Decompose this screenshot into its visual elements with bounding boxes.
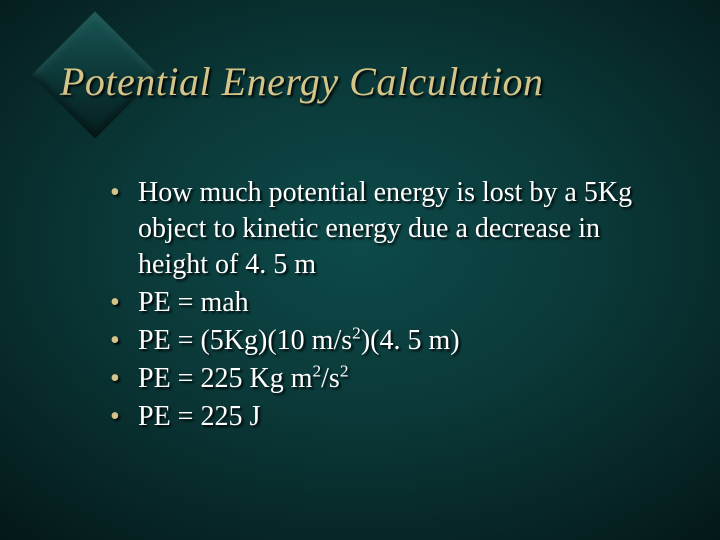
bullet-item: • PE = 225 Kg m2/s2 xyxy=(110,361,670,397)
bullet-marker: • xyxy=(110,285,138,321)
bullet-marker: • xyxy=(110,323,138,359)
bullet-marker: • xyxy=(110,175,138,211)
bullet-marker: • xyxy=(110,399,138,435)
bullet-text: PE = 225 Kg m2/s2 xyxy=(138,361,349,397)
bullet-item: • PE = mah xyxy=(110,285,670,321)
bullet-text: PE = mah xyxy=(138,285,249,321)
bullet-text: PE = (5Kg)(10 m/s2)(4. 5 m) xyxy=(138,323,460,359)
slide-content: • How much potential energy is lost by a… xyxy=(110,175,670,437)
bullet-marker: • xyxy=(110,361,138,397)
bullet-text: How much potential energy is lost by a 5… xyxy=(138,175,670,283)
bullet-item: • How much potential energy is lost by a… xyxy=(110,175,670,283)
bullet-item: • PE = 225 J xyxy=(110,399,670,435)
bullet-item: • PE = (5Kg)(10 m/s2)(4. 5 m) xyxy=(110,323,670,359)
slide-title: Potential Energy Calculation xyxy=(60,58,544,105)
bullet-text: PE = 225 J xyxy=(138,399,260,435)
